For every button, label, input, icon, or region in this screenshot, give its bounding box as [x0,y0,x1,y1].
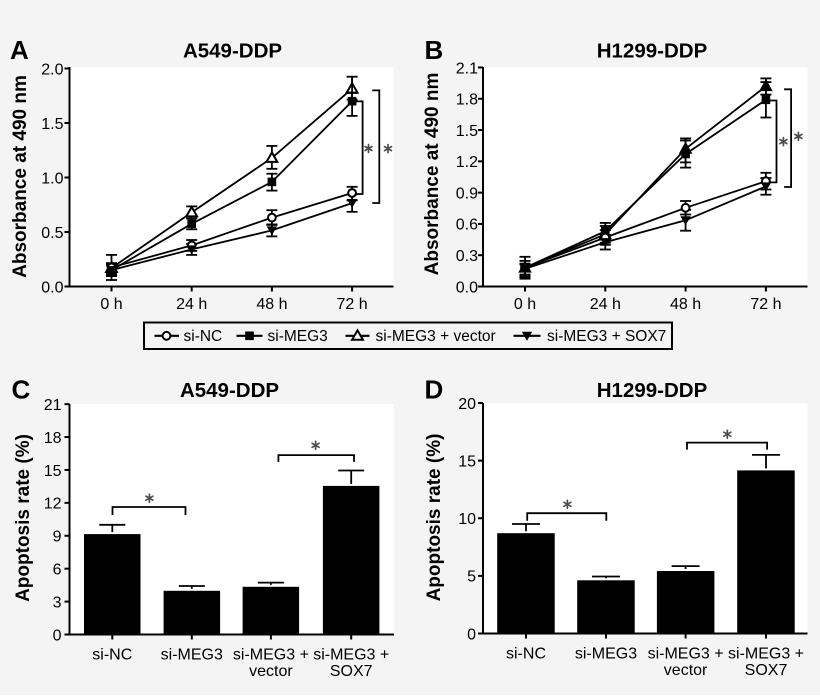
svg-text:24 h: 24 h [590,296,621,313]
svg-text:48 h: 48 h [670,296,701,313]
svg-text:0.5: 0.5 [41,225,63,242]
svg-text:12: 12 [44,496,62,513]
svg-text:9: 9 [53,529,62,546]
svg-text:si-MEG3 +: si-MEG3 + [648,646,724,663]
svg-text:SOX7: SOX7 [745,662,788,679]
svg-text:H1299-DDP: H1299-DDP [597,40,708,63]
svg-text:1.5: 1.5 [41,116,63,133]
svg-text:A549-DDP: A549-DDP [183,40,282,63]
svg-text:0 h: 0 h [514,296,536,313]
svg-text:48 h: 48 h [256,296,287,313]
svg-text:0: 0 [53,627,62,644]
svg-text:24 h: 24 h [176,296,207,313]
svg-text:Absorbance at 490 nm: Absorbance at 490 nm [422,73,443,276]
svg-text:72 h: 72 h [337,296,368,313]
svg-text:si-MEG3: si-MEG3 [268,328,328,345]
svg-text:B: B [425,35,444,65]
svg-text:1.0: 1.0 [41,170,63,187]
svg-text:15: 15 [44,463,62,480]
svg-text:2.1: 2.1 [456,60,478,77]
svg-text:Apoptosis rate (%): Apoptosis rate (%) [13,434,34,602]
svg-text:20: 20 [458,396,476,413]
svg-text:18: 18 [44,430,62,447]
svg-text:si-NC: si-NC [506,646,546,663]
svg-text:15: 15 [458,453,476,470]
svg-text:5: 5 [467,569,476,586]
svg-text:0 h: 0 h [100,296,122,313]
svg-text:si-NC: si-NC [92,647,132,664]
svg-text:C: C [12,375,31,405]
svg-text:si-MEG3: si-MEG3 [161,647,223,664]
svg-text:0.0: 0.0 [456,279,478,296]
svg-text:1.2: 1.2 [456,154,478,171]
svg-text:3: 3 [53,594,62,611]
svg-text:Absorbance at 490 nm: Absorbance at 490 nm [10,75,31,278]
svg-text:0.9: 0.9 [456,185,478,202]
svg-text:A549-DDP: A549-DDP [180,379,279,402]
svg-text:0.0: 0.0 [41,279,63,296]
svg-text:vector: vector [664,662,708,679]
svg-text:D: D [425,375,444,405]
svg-text:si-MEG3 + vector: si-MEG3 + vector [376,328,496,345]
svg-text:si-MEG3 +: si-MEG3 + [233,647,309,664]
svg-text:vector: vector [249,663,293,680]
svg-text:0.6: 0.6 [456,217,478,234]
svg-text:72 h: 72 h [750,296,781,313]
svg-text:si-MEG3 + SOX7: si-MEG3 + SOX7 [547,328,666,345]
svg-text:1.5: 1.5 [456,123,478,140]
svg-text:10: 10 [458,511,476,528]
svg-text:21: 21 [44,397,62,414]
svg-text:6: 6 [53,561,62,578]
svg-text:si-NC: si-NC [184,328,223,345]
svg-text:si-MEG3: si-MEG3 [575,646,637,663]
svg-text:0.3: 0.3 [456,248,478,265]
svg-text:0: 0 [467,626,476,643]
svg-text:Apoptosis rate (%): Apoptosis rate (%) [424,434,445,602]
svg-text:si-MEG3 +: si-MEG3 + [728,646,804,663]
svg-text:1.8: 1.8 [456,92,478,109]
svg-text:H1299-DDP: H1299-DDP [597,379,708,402]
svg-text:si-MEG3 +: si-MEG3 + [313,647,389,664]
svg-text:2.0: 2.0 [41,61,63,78]
svg-text:A: A [10,35,29,65]
svg-text:SOX7: SOX7 [330,663,373,680]
